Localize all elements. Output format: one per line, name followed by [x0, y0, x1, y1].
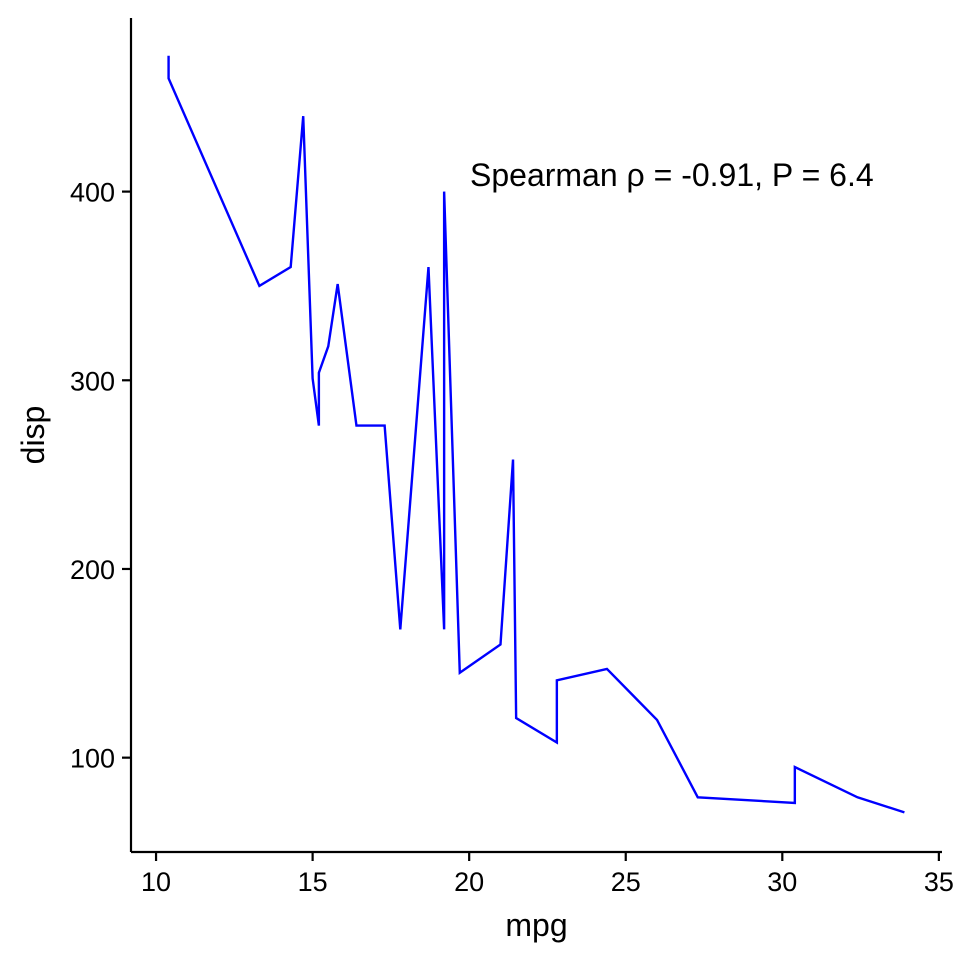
x-axis-ticks: 10 15 20 25 30 35	[141, 852, 954, 897]
x-tick-label: 10	[141, 867, 171, 897]
axes	[129, 18, 942, 854]
y-tick-label: 300	[70, 366, 115, 396]
x-tick-label: 35	[924, 867, 954, 897]
y-axis-ticks: 100 200 300 400	[70, 178, 131, 774]
x-tick-label: 20	[454, 867, 484, 897]
correlation-annotation: Spearman ρ = -0.91, P = 6.4	[470, 157, 874, 193]
y-tick-label: 100	[70, 744, 115, 774]
y-axis-title: disp	[15, 406, 51, 465]
series-line	[167, 55, 905, 814]
x-axis-title: mpg	[505, 907, 567, 943]
x-tick-label: 30	[767, 867, 797, 897]
x-tick-label: 15	[298, 867, 328, 897]
y-tick-label: 200	[70, 555, 115, 585]
y-tick-label: 400	[70, 178, 115, 208]
x-tick-label: 25	[611, 867, 641, 897]
plot-area	[167, 55, 905, 814]
